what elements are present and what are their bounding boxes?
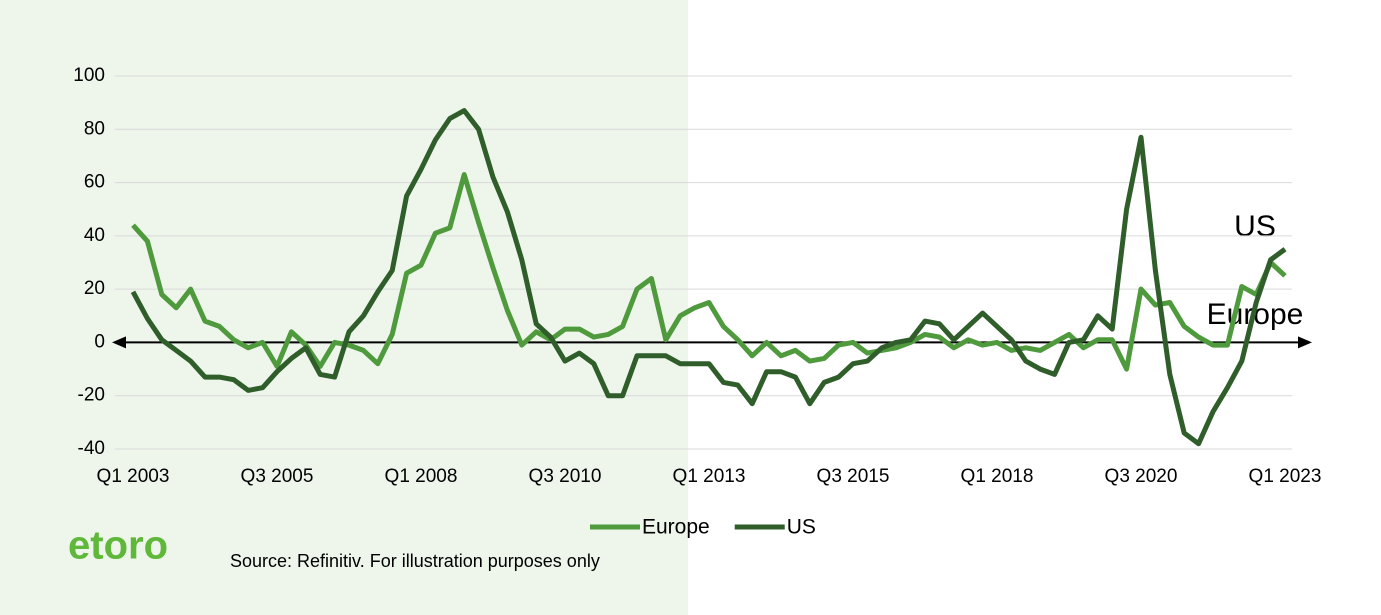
- y-tick-label: 60: [84, 172, 105, 193]
- y-tick-label: 40: [84, 225, 105, 246]
- y-tick-label: 0: [94, 331, 105, 352]
- y-tick-label: 20: [84, 278, 105, 299]
- x-tick-label: Q3 2020: [1105, 466, 1178, 487]
- x-tick-label: Q3 2010: [529, 466, 602, 487]
- y-tick-label: 100: [73, 65, 105, 86]
- y-tick-label: -40: [78, 438, 105, 459]
- x-tick-label: Q1 2013: [673, 466, 746, 487]
- legend-label: Europe: [642, 516, 710, 539]
- arrow-right: [1298, 336, 1312, 349]
- x-tick-label: Q3 2015: [817, 466, 890, 487]
- series-line: [130, 108, 1287, 447]
- legend-label: US: [787, 516, 816, 539]
- x-tick-label: Q1 2023: [1249, 466, 1322, 487]
- x-tick-label: Q1 2003: [97, 466, 170, 487]
- y-tick-label: 80: [84, 118, 105, 139]
- x-tick-label: Q1 2018: [961, 466, 1034, 487]
- arrow-left: [112, 336, 126, 349]
- source-note: Source: Refinitiv. For illustration purp…: [230, 551, 600, 571]
- x-tick-label: Q3 2005: [241, 466, 314, 487]
- background-panel: [0, 0, 688, 615]
- y-tick-label: -20: [78, 385, 105, 406]
- us-annotation: US: [1234, 210, 1276, 243]
- x-tick-label: Q1 2008: [385, 466, 458, 487]
- series-line: [131, 172, 1287, 372]
- logo: etoro: [68, 524, 168, 568]
